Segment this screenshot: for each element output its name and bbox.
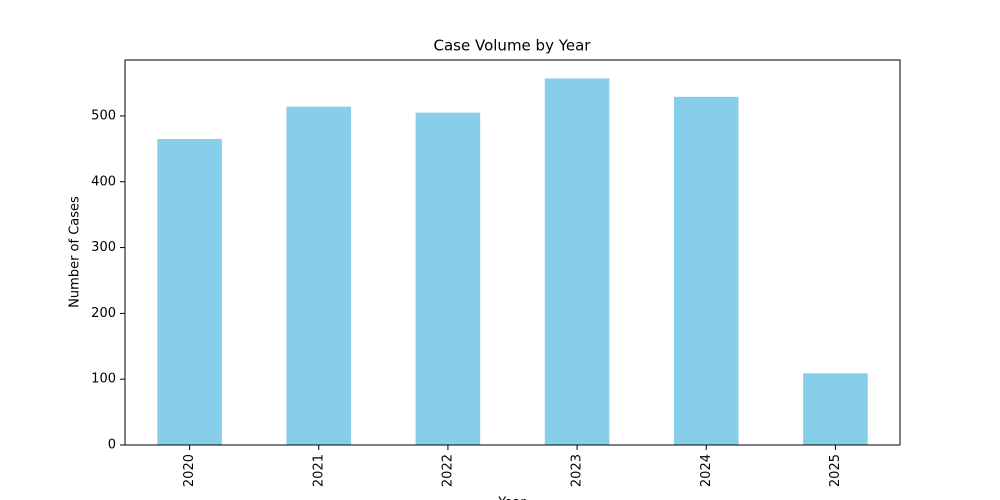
bar [803, 373, 868, 445]
x-tick-label: 2023 [570, 454, 585, 487]
y-axis-label: Number of Cases [68, 196, 83, 308]
x-tick-label: 2022 [440, 454, 455, 487]
bar [415, 112, 481, 446]
y-tick-label: 0 [108, 438, 116, 453]
x-tick-label: 2020 [182, 454, 197, 487]
bar [673, 96, 739, 445]
bar [157, 138, 222, 445]
x-tick-label: 2025 [828, 454, 843, 487]
axes-frame [124, 59, 901, 446]
y-tick-label: 200 [91, 306, 116, 321]
y-tick-label: 500 [91, 108, 116, 123]
x-axis-label: Year [497, 496, 526, 500]
bar [286, 106, 352, 445]
bar [544, 78, 610, 445]
y-tick-label: 300 [91, 240, 116, 255]
y-tick-label: 100 [91, 372, 116, 387]
x-tick-label: 2021 [311, 454, 326, 487]
x-tick-label: 2024 [699, 454, 714, 487]
chart-title: Case Volume by Year [434, 37, 592, 55]
y-tick-label: 400 [91, 174, 116, 189]
